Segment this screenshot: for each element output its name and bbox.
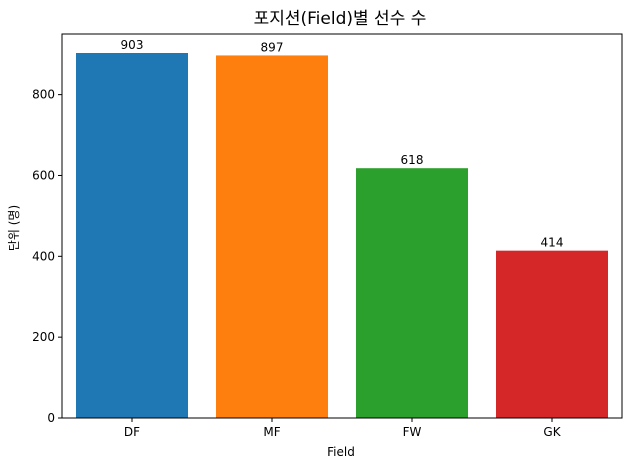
bar-fw	[356, 168, 468, 418]
x-tick-label: MF	[263, 425, 280, 439]
x-tick-label: DF	[124, 425, 140, 439]
y-tick-label: 0	[47, 411, 55, 425]
chart-title: 포지션(Field)별 선수 수	[254, 9, 427, 29]
data-label-mf: 897	[261, 40, 284, 54]
y-tick-label: 400	[32, 249, 55, 263]
x-tick-label: FW	[403, 425, 422, 439]
bar-gk	[496, 250, 608, 418]
x-axis-label: Field	[327, 445, 355, 459]
x-tick-label: GK	[543, 425, 561, 439]
y-tick-label: 600	[32, 168, 55, 182]
y-tick-label: 800	[32, 88, 55, 102]
y-axis-label: 단위 (명)	[7, 205, 21, 251]
bar-mf	[216, 55, 328, 418]
data-label-df: 903	[121, 38, 144, 52]
y-tick-label: 200	[32, 330, 55, 344]
plot-area: 903 897 618 414 0 200 400 600 800 DF MF FW GK	[32, 33, 623, 439]
bar-df	[76, 52, 188, 418]
plot-frame	[61, 33, 623, 419]
data-label-gk: 414	[541, 236, 564, 250]
data-label-fw: 618	[401, 153, 424, 167]
